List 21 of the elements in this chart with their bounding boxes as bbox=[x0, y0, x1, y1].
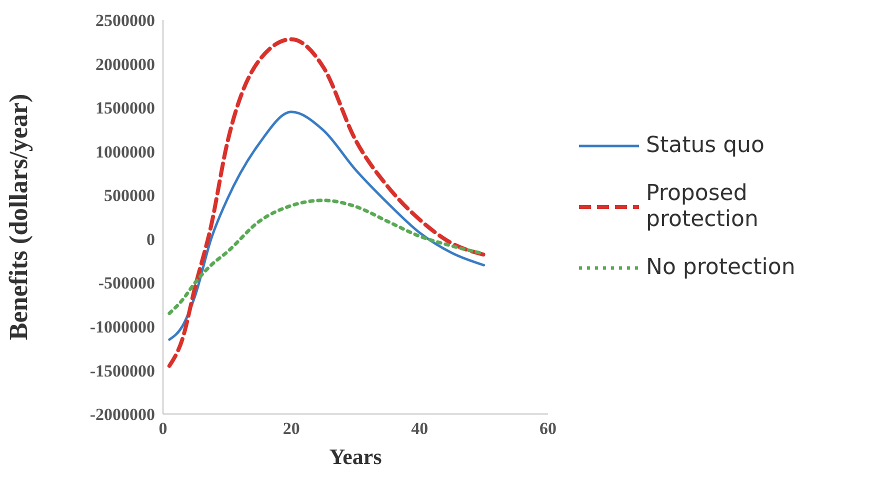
y-tick-label: 2000000 bbox=[96, 54, 155, 74]
y-axis-title: Benefits (dollars/year) bbox=[4, 94, 34, 340]
line-series bbox=[167, 37, 486, 368]
y-tick-label: 2500000 bbox=[96, 11, 155, 30]
x-axis-title: Years bbox=[329, 444, 382, 469]
y-tick-label: -1500000 bbox=[90, 361, 155, 380]
y-tick-label: 1500000 bbox=[96, 98, 155, 118]
y-tick-label: -1000000 bbox=[90, 317, 155, 336]
x-tick-label: 60 bbox=[540, 419, 556, 438]
y-tick-label: 1000000 bbox=[96, 142, 155, 162]
x-tick-label: 40 bbox=[411, 419, 428, 438]
y-tick-label: -2000000 bbox=[90, 405, 155, 424]
legend-label: No protection bbox=[646, 255, 796, 281]
y-tick-label: 0 bbox=[146, 230, 155, 249]
x-tick-label: 0 bbox=[158, 419, 168, 438]
legend-label: Proposed protection bbox=[646, 181, 760, 233]
legend-label: Status quo bbox=[646, 133, 766, 159]
line-series bbox=[168, 110, 486, 341]
y-tick-label: -500000 bbox=[98, 274, 155, 293]
x-tick-label: 20 bbox=[282, 419, 300, 438]
y-tick-label: 500000 bbox=[104, 186, 155, 206]
